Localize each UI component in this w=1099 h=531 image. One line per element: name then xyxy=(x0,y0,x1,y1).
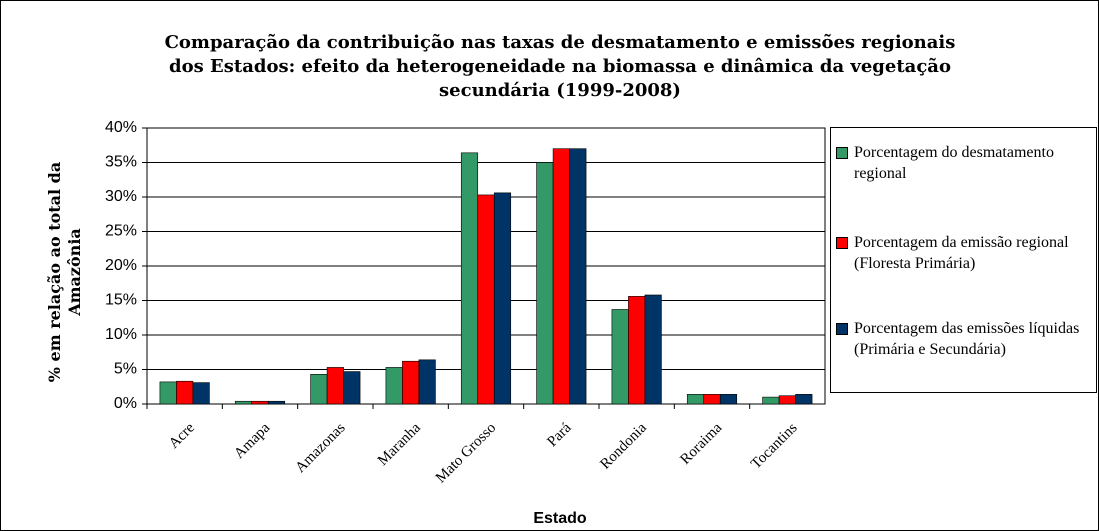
bar xyxy=(251,400,269,405)
x-tick-label: Maranha xyxy=(375,420,424,469)
x-tick-label: Rondonia xyxy=(597,420,650,473)
y-tick-label: 40% xyxy=(105,119,137,136)
x-tick-label: Tocantins xyxy=(748,420,801,473)
legend-entry: Porcentagem do desmatamento regional xyxy=(836,142,1091,184)
x-tick-label: Amazonas xyxy=(293,420,349,476)
chart-title: Comparação da contribuição nas taxas de … xyxy=(164,32,956,53)
chart-title: secundária (1999-2008) xyxy=(439,80,681,101)
legend-swatch xyxy=(836,237,848,249)
x-tick-label: Pará xyxy=(544,420,574,450)
bar xyxy=(385,367,403,405)
legend-label: Porcentagem da emissão regional (Florest… xyxy=(854,234,1069,272)
bar xyxy=(159,381,177,405)
bar xyxy=(795,394,813,405)
bar xyxy=(536,162,554,405)
bar xyxy=(418,359,436,405)
y-tick-label: 30% xyxy=(105,188,137,205)
x-tick-label: Roraima xyxy=(677,420,725,468)
x-tick-label: Mato Grosso xyxy=(433,420,499,486)
bar xyxy=(460,152,479,405)
y-tick-label: 0% xyxy=(114,395,137,412)
x-tick-label: Acre xyxy=(166,420,198,452)
bar xyxy=(569,148,587,405)
bar xyxy=(402,360,420,405)
bar xyxy=(719,394,738,405)
y-tick-label: 5% xyxy=(114,361,137,378)
chart-title: dos Estados: efeito da heterogeneidade n… xyxy=(169,56,951,77)
y-tick-label: 35% xyxy=(105,154,137,171)
bar xyxy=(611,309,629,405)
y-tick-label: 15% xyxy=(105,292,137,309)
bar xyxy=(762,396,780,405)
bar xyxy=(703,394,721,405)
bar xyxy=(628,296,646,405)
legend-swatch xyxy=(836,147,848,159)
bar xyxy=(477,194,495,405)
bar xyxy=(493,192,512,405)
x-tick-label: Amapa xyxy=(231,420,273,462)
bar xyxy=(192,382,210,405)
x-axis-label: Estado xyxy=(533,510,587,527)
legend-swatch xyxy=(836,323,848,335)
y-axis-label: % em relação ao total da Amazônia xyxy=(45,161,84,383)
bar xyxy=(552,148,570,405)
bar xyxy=(343,371,361,405)
bar xyxy=(778,395,796,405)
legend-label: Porcentagem do desmatamento regional xyxy=(854,144,1054,182)
legend-entry: Porcentagem da emissão regional (Florest… xyxy=(836,232,1091,274)
bar xyxy=(267,400,286,405)
y-tick-label: 20% xyxy=(105,257,137,274)
legend: Porcentagem do desmatamento regional Porc… xyxy=(830,127,1097,393)
y-tick-label: 25% xyxy=(105,223,137,240)
bar xyxy=(644,294,662,405)
legend-entry: Porcentagem das emissões líquidas (Primá… xyxy=(836,318,1091,360)
bar xyxy=(310,374,328,405)
legend-label: Porcentagem das emissões líquidas (Primá… xyxy=(854,320,1080,358)
bar xyxy=(176,380,194,405)
bar xyxy=(326,367,344,405)
y-tick-label: 10% xyxy=(105,326,137,343)
bar xyxy=(234,400,253,405)
bar xyxy=(686,394,705,405)
